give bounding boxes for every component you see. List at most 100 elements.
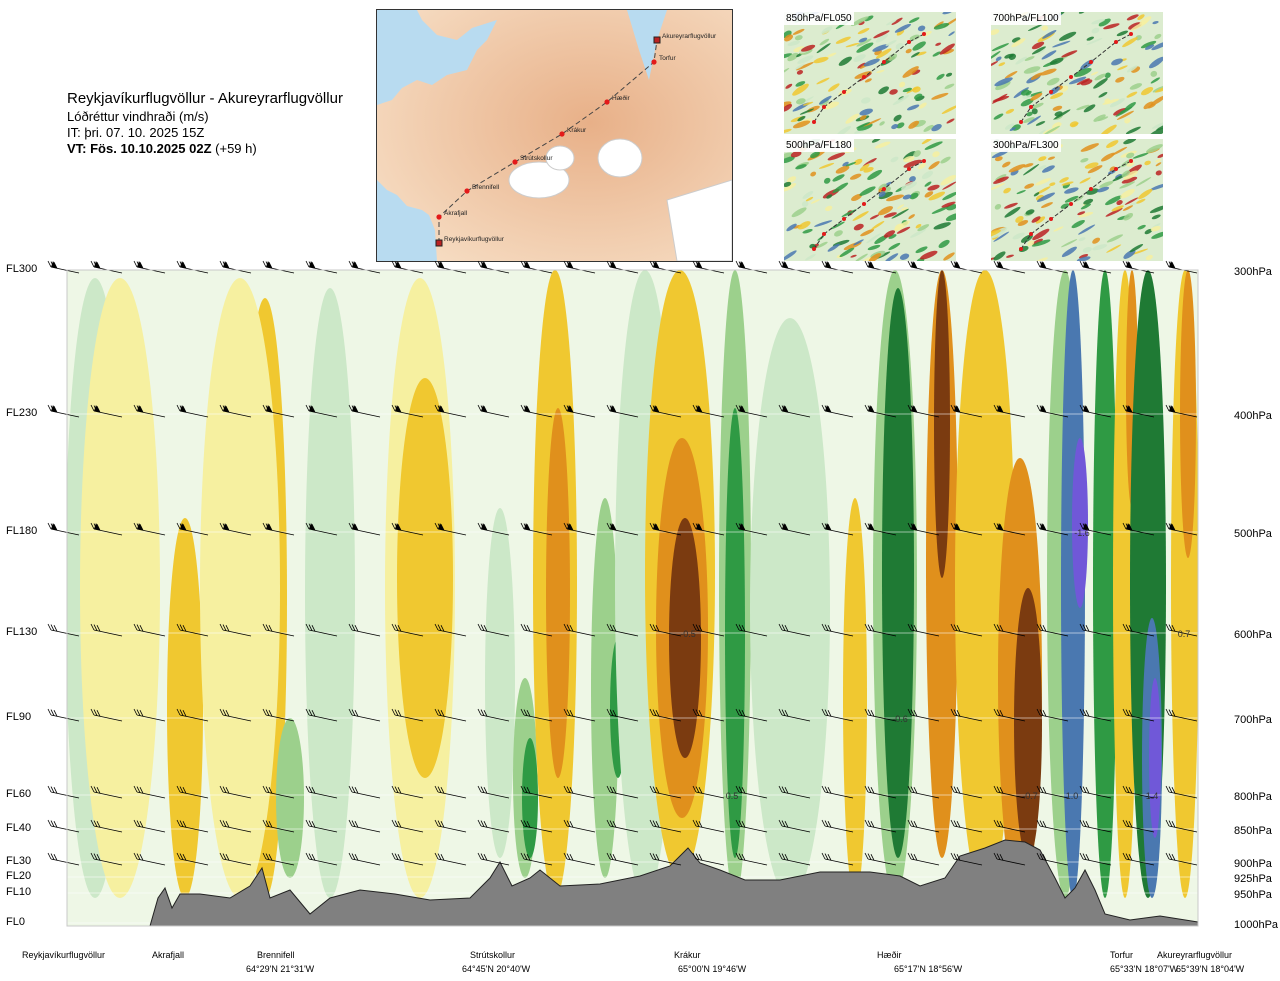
thumbnail-field-blob [879, 121, 885, 126]
map-airport-marker [653, 36, 661, 44]
thumbnail-850hpa[interactable]: 850hPa/FL050 [784, 12, 956, 134]
field-band [934, 270, 950, 578]
thumbnail-field-blob [909, 176, 916, 182]
thumbnail-field-blob [787, 52, 799, 62]
thumbnail-700hpa[interactable]: 700hPa/FL100 [991, 12, 1163, 134]
thumbnail-waypoint [1049, 217, 1053, 221]
thumbnail-field-blob [1068, 76, 1087, 85]
wind-barb [305, 522, 338, 536]
thumbnail-700hpa-label: 700hPa/FL100 [991, 12, 1061, 25]
wind-barb [477, 852, 510, 866]
thumbnail-waypoint [842, 90, 846, 94]
field-band [591, 498, 619, 878]
wind-barb [176, 785, 209, 799]
field-band [80, 278, 160, 898]
wind-barb [262, 623, 295, 637]
thumbnail-field-blob [1156, 124, 1163, 131]
thumbnail-waypoint [1089, 187, 1093, 191]
thumbnail-waypoint [1129, 159, 1133, 163]
thumbnail-field-blob [1128, 22, 1143, 30]
thumbnail-waypoint [1069, 75, 1073, 79]
thumbnail-field-blob [991, 61, 998, 68]
thumbnail-field-blob [784, 53, 793, 59]
wind-barb [348, 708, 381, 722]
thumbnail-field-blob [896, 29, 905, 36]
thumbnail-field-blob [828, 83, 840, 92]
thumbnail-field-blob [1154, 85, 1163, 93]
wind-barb [520, 404, 553, 418]
thumbnail-field-blob [1111, 58, 1123, 66]
thumbnail-field-blob [864, 15, 874, 22]
wind-barb [950, 522, 983, 536]
field-band [843, 498, 867, 898]
flight-level-label: FL40 [6, 822, 32, 834]
flight-level-label: FL0 [6, 916, 25, 928]
wind-barb [348, 785, 381, 799]
wind-barb [1079, 708, 1112, 722]
thumbnail-field-blob [1064, 195, 1079, 203]
field-band [546, 408, 570, 778]
wind-barb [520, 852, 553, 866]
thumbnail-field-blob [799, 108, 815, 115]
thumbnail-field-blob [1042, 165, 1055, 173]
thumbnail-field-blob [942, 191, 956, 201]
thumbnail-field-blob [805, 254, 816, 261]
thumbnail-field-blob [871, 139, 882, 143]
wind-barb [1122, 623, 1155, 637]
thumbnail-field-blob [1015, 215, 1024, 223]
field-band [276, 718, 304, 878]
thumbnail-field-blob [797, 115, 806, 122]
thumbnail-field-blob [1145, 144, 1163, 154]
thumbnail-field-blob [908, 214, 915, 220]
thumbnail-field-blob [1073, 67, 1092, 77]
wind-barb [348, 522, 381, 536]
thumbnail-field-blob [883, 212, 897, 218]
thumbnail-field-blob [1149, 56, 1163, 69]
thumbnail-field-blob [819, 38, 830, 46]
wind-barb [907, 404, 940, 418]
wind-barb [950, 819, 983, 833]
thumbnail-field-blob [1004, 71, 1018, 79]
thumbnail-field-blob [868, 253, 882, 261]
thumbnail-field-blob [1116, 30, 1129, 37]
thumbnail-500hpa[interactable]: 500hPa/FL180 [784, 139, 956, 261]
thumbnail-field-blob [1079, 177, 1091, 184]
map-waypoint-marker [464, 188, 470, 194]
thumbnail-field-blob [823, 177, 831, 184]
wind-barb [692, 819, 725, 833]
thumbnail-field-blob [1092, 244, 1108, 251]
wind-barb [606, 404, 639, 418]
wind-barb [778, 708, 811, 722]
thumbnail-field-blob [1004, 53, 1014, 59]
wind-barb [90, 708, 123, 722]
wind-barb [133, 785, 166, 799]
thumbnail-field-blob [1036, 186, 1051, 195]
wind-barb [735, 852, 768, 866]
wind-barb [1036, 522, 1069, 536]
thumbnail-field-blob [1150, 95, 1163, 106]
thumbnail-field-blob [1123, 170, 1138, 180]
thumbnail-field-blob [1080, 143, 1099, 152]
thumbnail-field-blob [1097, 186, 1110, 193]
thumbnail-field-blob [1004, 202, 1018, 209]
thumbnail-field-blob [1041, 25, 1049, 31]
thumbnail-field-blob [850, 254, 857, 258]
thumbnail-field-blob [1137, 14, 1145, 21]
wind-barb [391, 819, 424, 833]
thumbnail-field-blob [1149, 205, 1163, 214]
thumbnail-field-blob [867, 169, 883, 181]
wind-barb [348, 852, 381, 866]
thumbnail-field-blob [1135, 177, 1152, 187]
thumbnail-field-blob [1129, 83, 1143, 90]
thumbnail-field-blob [1129, 202, 1138, 206]
wind-barb [649, 522, 682, 536]
thumbnail-field-blob [931, 124, 942, 132]
thumbnail-waypoint [862, 75, 866, 79]
thumbnail-field-blob [821, 101, 840, 110]
thumbnail-300hpa[interactable]: 300hPa/FL300 [991, 139, 1163, 261]
thumbnail-waypoint [907, 40, 911, 44]
thumbnail-field-blob [993, 113, 1004, 120]
thumbnail-waypoint [922, 32, 926, 36]
wind-barb [434, 404, 467, 418]
thumbnail-field-blob [903, 159, 923, 168]
